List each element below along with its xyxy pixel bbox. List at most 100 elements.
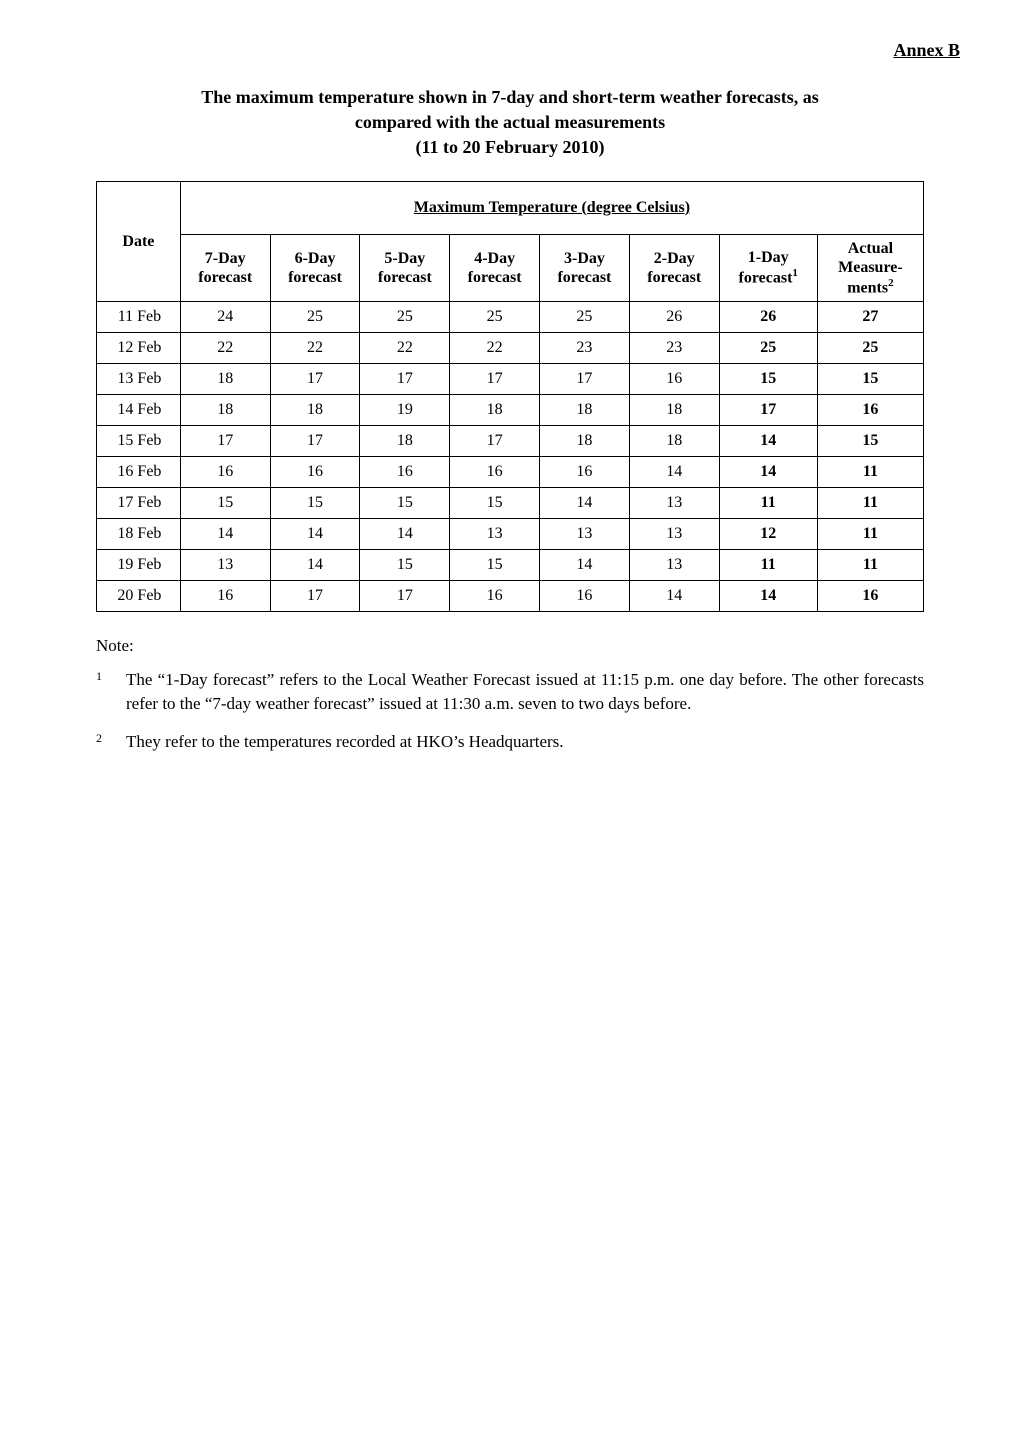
- table-cell: 17: [450, 426, 540, 457]
- table-cell: 15: [180, 488, 270, 519]
- table-cell: 17: [270, 581, 360, 612]
- table-cell: 14: [719, 426, 817, 457]
- table-cell: 14: [270, 550, 360, 581]
- table-cell: 17: [360, 581, 450, 612]
- table-cell: 13: [540, 519, 630, 550]
- table-row: 15 Feb1717181718181415: [97, 426, 924, 457]
- title-line-2: compared with the actual measurements: [355, 112, 665, 132]
- table-cell: 25: [540, 302, 630, 333]
- note-item: 1The “1-Day forecast” refers to the Loca…: [96, 668, 924, 716]
- table-cell: 14: [270, 519, 360, 550]
- col-label: 2-Day: [654, 250, 695, 267]
- spanning-header-text: Maximum Temperature (degree Celsius): [414, 199, 690, 216]
- col-sub: Measure-: [838, 259, 903, 276]
- table-cell: 18: [360, 426, 450, 457]
- table-row: 19 Feb1314151514131111: [97, 550, 924, 581]
- table-cell: 16: [270, 457, 360, 488]
- table-cell: 13: [629, 519, 719, 550]
- col-label: 5-Day: [384, 250, 425, 267]
- col-sub: forecast: [739, 270, 793, 287]
- table-cell: 16: [540, 457, 630, 488]
- col-sup-1: 1: [792, 267, 798, 279]
- col-head-actual: Actual Measure- ments2: [817, 234, 923, 302]
- table-cell: 18: [450, 395, 540, 426]
- table-cell: 11: [817, 488, 923, 519]
- table-cell: 25: [719, 333, 817, 364]
- table-cell: 11: [817, 519, 923, 550]
- table-cell: 16: [360, 457, 450, 488]
- table-cell: 17: [270, 364, 360, 395]
- table-cell: 15: [450, 488, 540, 519]
- table-cell: 19 Feb: [97, 550, 181, 581]
- col-head-1day: 1-Day forecast1: [719, 234, 817, 302]
- table-cell: 16: [180, 457, 270, 488]
- table-cell: 15: [450, 550, 540, 581]
- title-line-1: The maximum temperature shown in 7-day a…: [201, 87, 818, 107]
- table-cell: 26: [719, 302, 817, 333]
- table-cell: 16: [817, 395, 923, 426]
- table-cell: 16: [450, 457, 540, 488]
- table-cell: 17: [270, 426, 360, 457]
- notes-section: Note: 1The “1-Day forecast” refers to th…: [96, 636, 924, 753]
- table-cell: 25: [360, 302, 450, 333]
- table-cell: 14: [360, 519, 450, 550]
- table-row: 13 Feb1817171717161515: [97, 364, 924, 395]
- title-line-3: (11 to 20 February 2010): [416, 137, 605, 157]
- annex-label: Annex B: [60, 40, 960, 61]
- col-label: 3-Day: [564, 250, 605, 267]
- note-number: 2: [96, 730, 108, 744]
- table-cell: 16: [629, 364, 719, 395]
- table-row: 12 Feb2222222223232525: [97, 333, 924, 364]
- table-cell: 13: [450, 519, 540, 550]
- table-cell: 12 Feb: [97, 333, 181, 364]
- col-sub2: ments: [847, 279, 888, 296]
- table-cell: 11: [719, 488, 817, 519]
- table-cell: 23: [540, 333, 630, 364]
- col-sub: forecast: [378, 269, 432, 286]
- table-cell: 14 Feb: [97, 395, 181, 426]
- table-cell: 16: [817, 581, 923, 612]
- notes-label: Note:: [96, 636, 924, 656]
- col-head-2day: 2-Day forecast: [629, 234, 719, 302]
- table-cell: 26: [629, 302, 719, 333]
- table-cell: 23: [629, 333, 719, 364]
- table-cell: 18: [270, 395, 360, 426]
- col-label: Actual: [848, 240, 893, 257]
- col-head-6day: 6-Day forecast: [270, 234, 360, 302]
- table-cell: 17: [360, 364, 450, 395]
- note-number: 1: [96, 668, 108, 682]
- table-cell: 22: [270, 333, 360, 364]
- table-cell: 14: [629, 457, 719, 488]
- col-sub: forecast: [468, 269, 522, 286]
- table-cell: 13: [629, 550, 719, 581]
- table-cell: 15: [360, 550, 450, 581]
- col-sub: forecast: [647, 269, 701, 286]
- document-title: The maximum temperature shown in 7-day a…: [60, 85, 960, 161]
- table-header-row-span: Date Maximum Temperature (degree Celsius…: [97, 181, 924, 234]
- table-row: 17 Feb1515151514131111: [97, 488, 924, 519]
- table-cell: 14: [719, 457, 817, 488]
- table-cell: 13: [180, 550, 270, 581]
- spanning-header-cell: Maximum Temperature (degree Celsius): [180, 181, 923, 234]
- col-label: 7-Day: [205, 250, 246, 267]
- table-cell: 15: [360, 488, 450, 519]
- table-cell: 18: [629, 395, 719, 426]
- table-cell: 15 Feb: [97, 426, 181, 457]
- col-label: 1-Day: [748, 249, 789, 266]
- col-label: 4-Day: [474, 250, 515, 267]
- col-head-date: Date: [97, 181, 181, 302]
- table-header-row-cols: 7-Day forecast 6-Day forecast 5-Day fore…: [97, 234, 924, 302]
- table-cell: 25: [817, 333, 923, 364]
- table-cell: 12: [719, 519, 817, 550]
- col-head-4day: 4-Day forecast: [450, 234, 540, 302]
- col-label: 6-Day: [295, 250, 336, 267]
- table-cell: 16: [450, 581, 540, 612]
- table-cell: 27: [817, 302, 923, 333]
- note-item: 2They refer to the temperatures recorded…: [96, 730, 924, 754]
- col-sup-2: 2: [888, 277, 894, 289]
- table-cell: 25: [270, 302, 360, 333]
- table-cell: 22: [450, 333, 540, 364]
- table-cell: 17 Feb: [97, 488, 181, 519]
- col-head-5day: 5-Day forecast: [360, 234, 450, 302]
- table-cell: 18: [540, 426, 630, 457]
